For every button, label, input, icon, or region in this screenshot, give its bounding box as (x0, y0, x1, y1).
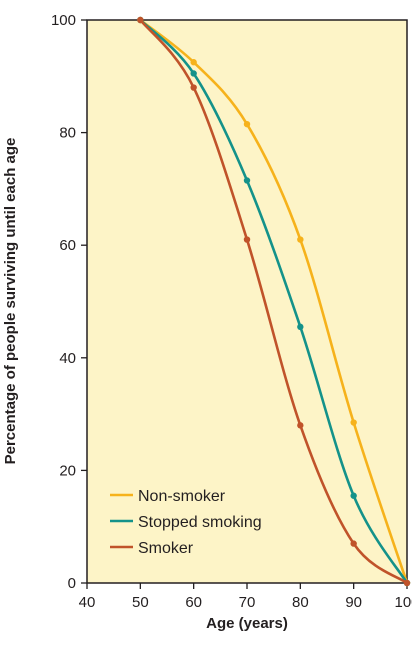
y-axis-title: Percentage of people surviving until eac… (2, 138, 19, 465)
series-layer (137, 16, 411, 587)
y-axis: 0 20 40 60 80 100 (51, 12, 87, 592)
legend-label: Non-smoker (138, 488, 226, 505)
data-point (243, 236, 251, 243)
legend: Non-smoker Stopped smoking Smoker (110, 488, 262, 557)
x-tick-label: 60 (185, 594, 202, 611)
data-point (243, 177, 251, 184)
y-tick-label: 80 (59, 125, 76, 142)
data-point (190, 59, 197, 66)
legend-label: Smoker (138, 540, 194, 557)
data-point (137, 16, 144, 24)
y-tick-label: 0 (68, 575, 76, 592)
data-point (190, 70, 197, 77)
x-tick-label: 50 (132, 594, 149, 611)
x-tick-label: 80 (292, 594, 309, 611)
x-tick-label: 70 (239, 594, 256, 611)
data-point (350, 492, 357, 499)
y-tick-label: 40 (59, 350, 76, 367)
data-point (297, 422, 304, 429)
data-point (403, 579, 411, 587)
x-axis-title: Age (years) (206, 615, 288, 632)
data-point (297, 323, 304, 331)
x-tick-label: 90 (345, 594, 362, 611)
legend-label: Stopped smoking (138, 514, 262, 531)
plot-area (86, 19, 408, 584)
x-tick-label: 40 (79, 594, 96, 611)
x-tick-label: 100 (394, 594, 412, 611)
y-tick-label: 100 (51, 12, 76, 29)
y-tick-label: 20 (59, 462, 76, 479)
x-axis: 40 50 60 70 80 90 100 (79, 583, 412, 611)
data-point (350, 419, 357, 426)
data-point (190, 84, 197, 91)
data-point (243, 120, 251, 128)
data-point (350, 540, 357, 547)
y-tick-label: 60 (59, 237, 76, 254)
data-point (297, 236, 304, 243)
